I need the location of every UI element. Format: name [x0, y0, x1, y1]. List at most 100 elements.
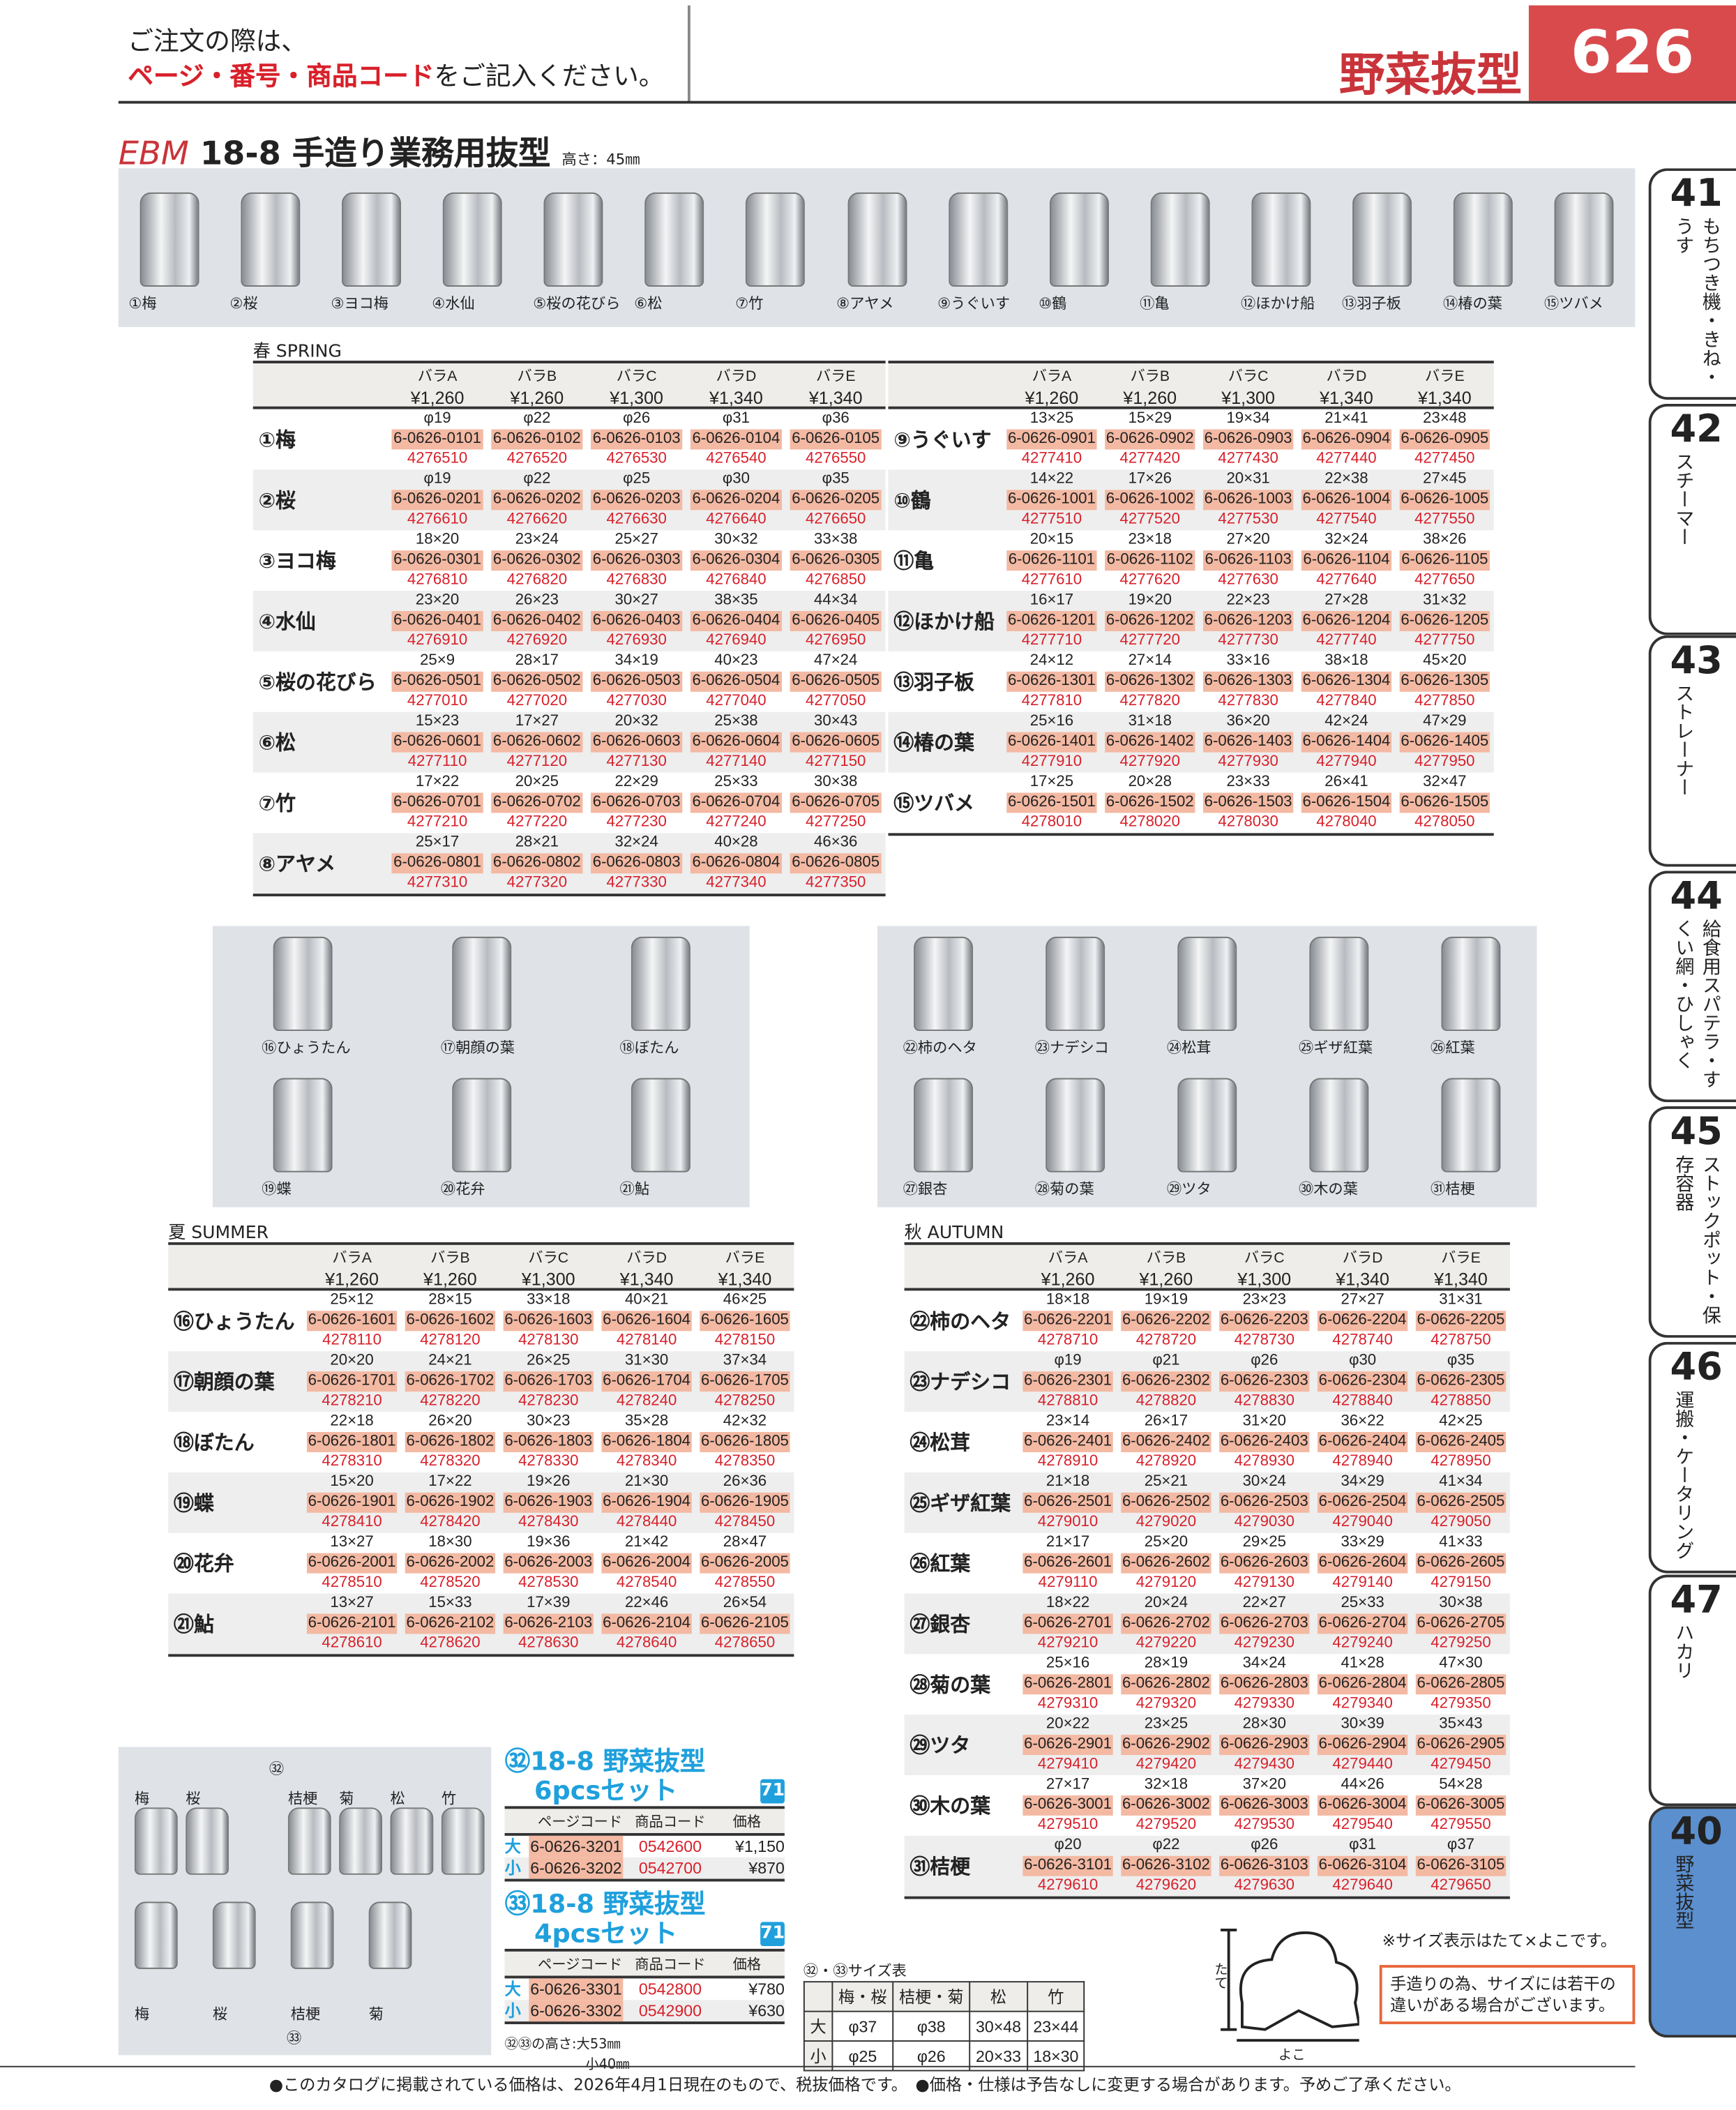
item-code: 4277820: [1119, 693, 1180, 709]
variant-cell: 14×22 6-0626-1001 4277510: [1002, 469, 1101, 530]
size: 47×30: [1439, 1655, 1483, 1672]
photo-label: ㉖紅葉: [1431, 1039, 1475, 1057]
page-code-wrap: 6-0626-3001: [1019, 1795, 1117, 1816]
size: 25×33: [714, 774, 758, 790]
product-name: ⑲蝶: [173, 1491, 214, 1516]
page-code: 6-0626-2504: [1317, 1492, 1408, 1513]
set-block: ㉝18-8 野菜抜型 4pcsセット 71 ページコード 商品コード 価格大 6-0626-…: [504, 1890, 785, 2024]
item-code: 4279320: [1135, 1696, 1197, 1712]
variant-cell: 21×42 6-0626-2004 4278540: [598, 1533, 696, 1594]
item-code: 4277410: [1021, 451, 1082, 467]
page-code-wrap: 6-0626-0803: [587, 853, 686, 874]
page-code-wrap: 6-0626-2703: [1215, 1613, 1313, 1634]
item-code: 4278330: [518, 1453, 579, 1470]
cutter-photo: [644, 192, 704, 287]
side-tab-41[interactable]: 41 もちつき機・きね・うす: [1648, 168, 1736, 400]
variant-cell: 28×21 6-0626-0802 4277320: [487, 833, 587, 894]
item-code: 4278720: [1135, 1332, 1197, 1349]
product-name: ㉖紅葉: [909, 1551, 971, 1576]
cutter-photo: [272, 1078, 332, 1173]
page-code: 6-0626-0703: [591, 792, 682, 813]
size: φ22: [523, 410, 551, 427]
item-code: 0542700: [638, 1858, 702, 1878]
size: 20×20: [330, 1352, 374, 1369]
table-row: ㉑鮎 13×27 6-0626-2101 4278610 15×33 6-0626-210…: [168, 1593, 794, 1655]
page-code-wrap: 6-0626-0802: [487, 853, 587, 874]
set-row: 大 6-0626-3201 0542600 ¥1,150: [505, 1835, 785, 1857]
size-header-cell: [803, 1981, 833, 2012]
variant-cell: φ25 6-0626-0203 4276630: [587, 469, 686, 530]
side-tab-46[interactable]: 46 運搬・ケータリング: [1648, 1341, 1736, 1574]
item-code: 4277540: [1316, 511, 1377, 528]
size: 18×18: [1046, 1292, 1090, 1309]
page-code-wrap: 6-0626-0705: [786, 792, 886, 813]
column-header: バラD ¥1,340: [598, 1245, 696, 1290]
item-code: 4277250: [806, 814, 866, 831]
table-bottom-rule: [904, 1896, 1510, 1899]
variant-cell: 23×20 6-0626-0401 4276910: [388, 591, 488, 651]
item-code: 4279310: [1037, 1696, 1099, 1712]
cutter-photo: [914, 1078, 974, 1173]
variant-cell: 13×25 6-0626-0901 4277410: [1002, 409, 1101, 470]
variant-cell: 26×25 6-0626-1703 4278230: [499, 1351, 598, 1412]
page-code: 6-0626-1903: [503, 1492, 594, 1513]
cutter-photo: [1177, 936, 1237, 1031]
size-cell: φ37: [831, 2010, 894, 2042]
item-code: 4276840: [706, 572, 767, 589]
page-code: 6-0626-1703: [503, 1371, 594, 1392]
side-tab-45[interactable]: 45 ストックポット・保存容器: [1648, 1106, 1736, 1338]
page-code-wrap: 6-0626-0401: [388, 610, 488, 631]
photo-label: ⑰朝顔の葉: [440, 1039, 515, 1057]
photo-label: ㉝: [286, 2029, 302, 2047]
order-note-highlight: ページ・番号・商品コード: [128, 61, 435, 92]
item-code: 4277920: [1119, 753, 1180, 770]
size: 23×24: [515, 532, 559, 548]
size: 36×20: [1226, 713, 1270, 730]
page-code: 6-0626-2701: [1022, 1613, 1113, 1634]
table-row: ⑱ぼたん 22×18 6-0626-1801 4278310 26×20 6-0626-1…: [168, 1412, 794, 1472]
size: 22×29: [614, 774, 658, 790]
cutter-photo: [1441, 936, 1501, 1031]
page-code: 6-0626-3201: [529, 1835, 624, 1857]
side-tab-42[interactable]: 42 スチーマー: [1648, 403, 1736, 635]
size: 31×30: [624, 1352, 669, 1369]
item-code: 4278510: [322, 1574, 382, 1591]
table-row: ⑯ひょうたん 25×12 6-0626-1601 4278110 28×15 6-0626…: [168, 1290, 794, 1351]
variant-cell: 31×32 6-0626-1205 4277750: [1396, 591, 1494, 651]
size: 47×24: [814, 652, 858, 669]
photo-label: 菊: [339, 1790, 354, 1808]
page-title: EBM 18-8 手造り業務用抜型 高さ：45㎜: [119, 126, 640, 174]
page-number: 626: [1528, 5, 1736, 101]
item-code: 4276830: [606, 572, 667, 589]
page-code-wrap: 6-0626-0402: [487, 610, 587, 631]
product-name: ④水仙: [258, 610, 316, 634]
column-price: ¥1,340: [1320, 387, 1373, 408]
size-header-cell: 桔梗・菊: [892, 1981, 971, 2012]
set-subtitle: 4pcsセット: [534, 1919, 678, 1949]
item-code: 4279010: [1037, 1514, 1099, 1530]
page-code: 6-0626-2802: [1121, 1674, 1212, 1695]
page-code-wrap: 6-0626-2302: [1117, 1371, 1215, 1392]
item-code: 4277440: [1316, 451, 1377, 467]
page-code: 6-0626-1701: [306, 1371, 398, 1392]
page-code-wrap: 6-0626-0601: [388, 732, 488, 753]
tab-label: スチーマー: [1673, 452, 1695, 547]
page-code: 6-0626-2704: [1317, 1613, 1408, 1634]
size: 25×16: [1029, 713, 1074, 730]
item-code: 4279630: [1234, 1877, 1295, 1894]
column-header: バラB ¥1,260: [401, 1245, 499, 1290]
product-name: ①梅: [258, 428, 296, 453]
size: 28×30: [1242, 1716, 1286, 1733]
variant-cell: 35×43 6-0626-2905 4279450: [1412, 1715, 1510, 1775]
side-tab-40[interactable]: 40 野菜抜型: [1648, 1806, 1736, 2038]
side-tab-47[interactable]: 47 ハカリ: [1648, 1574, 1736, 1807]
page-code: 6-0626-1202: [1104, 610, 1195, 631]
item-code: 4276920: [506, 632, 568, 649]
side-tab-44[interactable]: 44 給食用スパテラ・すくい網・ひしゃく: [1648, 871, 1736, 1103]
item-code: 4279230: [1234, 1635, 1295, 1652]
size: φ22: [1152, 1837, 1180, 1853]
table-row: ㉛桔梗 φ20 6-0626-3101 4279610 φ22 6-0626-3102 42…: [904, 1835, 1510, 1897]
item-code: 4278710: [1037, 1332, 1099, 1349]
item-code: 4276820: [506, 572, 568, 589]
side-tab-43[interactable]: 43 ストレーナー: [1648, 635, 1736, 867]
